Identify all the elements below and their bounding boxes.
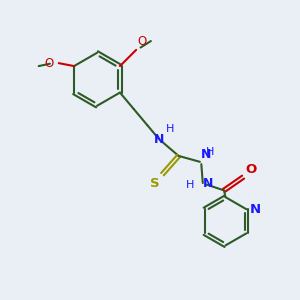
- Text: H: H: [186, 180, 194, 190]
- Text: O: O: [245, 163, 257, 176]
- Text: H: H: [206, 146, 215, 157]
- Text: N: N: [203, 176, 213, 190]
- Text: S: S: [151, 176, 160, 190]
- Text: O: O: [44, 57, 53, 70]
- Text: N: N: [250, 203, 261, 216]
- Text: N: N: [154, 133, 165, 146]
- Text: H: H: [166, 124, 174, 134]
- Text: N: N: [200, 148, 211, 161]
- Text: O: O: [138, 35, 147, 48]
